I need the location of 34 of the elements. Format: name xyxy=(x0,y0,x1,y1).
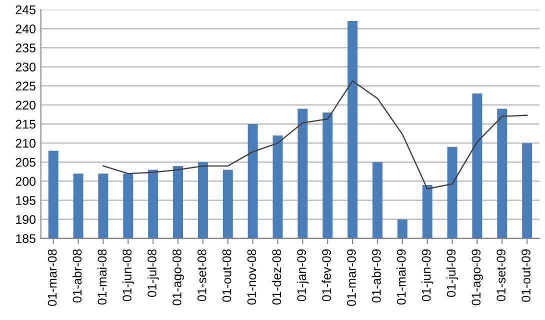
x-tick-label: 01-abr-09 xyxy=(372,249,381,303)
y-tick-label: 195 xyxy=(16,196,36,205)
x-tick-label: 01-out-09 xyxy=(522,249,530,302)
x-tick-label: 01-set-09 xyxy=(496,249,506,302)
x-tick-label: 01-ago-08 xyxy=(172,249,184,306)
x-tick-label: 01-jan-09 xyxy=(296,249,309,302)
y-tick-label: 210 xyxy=(16,138,36,148)
x-tick-label: 01-jul-08 xyxy=(147,249,159,297)
x-tick-label: 01-mai-08 xyxy=(97,249,107,305)
y-tick-label: 185 xyxy=(16,234,36,244)
x-tick-label: 01-mar-08 xyxy=(48,249,57,306)
x-tick-label: 01-abr-08 xyxy=(72,249,82,303)
y-tick-label: 225 xyxy=(16,82,36,91)
x-tick-label: 01-jul-09 xyxy=(446,249,458,297)
x-tick-label: 01-set-08 xyxy=(197,249,206,302)
y-tick-label: 245 xyxy=(16,5,36,14)
x-tick-label: 01-nov-08 xyxy=(247,249,256,305)
y-tick-label: 190 xyxy=(16,215,36,224)
x-tick-label: 01-mai-09 xyxy=(396,249,406,305)
x-tick-label: 01-ago-09 xyxy=(472,249,484,306)
x-tick-label: 01-jun-09 xyxy=(422,249,434,302)
y-tick-label: 240 xyxy=(16,24,36,34)
y-tick-label: 200 xyxy=(16,177,36,186)
y-tick-label: 230 xyxy=(16,62,36,72)
y-tick-label: 205 xyxy=(16,158,36,167)
x-tick-label: 01-jun-08 xyxy=(122,249,134,302)
x-tick-label: 01-out-08 xyxy=(222,249,232,302)
line-series xyxy=(102,80,528,190)
y-tick-label: 220 xyxy=(16,100,36,110)
x-tick-label: 01-dez-08 xyxy=(272,249,282,305)
y-tick-label: 235 xyxy=(16,44,36,52)
x-tick-label: 01-mar-09 xyxy=(347,249,356,306)
y-tick-label: 215 xyxy=(16,120,36,129)
x-tick-label: 01-fev-09 xyxy=(322,249,331,302)
